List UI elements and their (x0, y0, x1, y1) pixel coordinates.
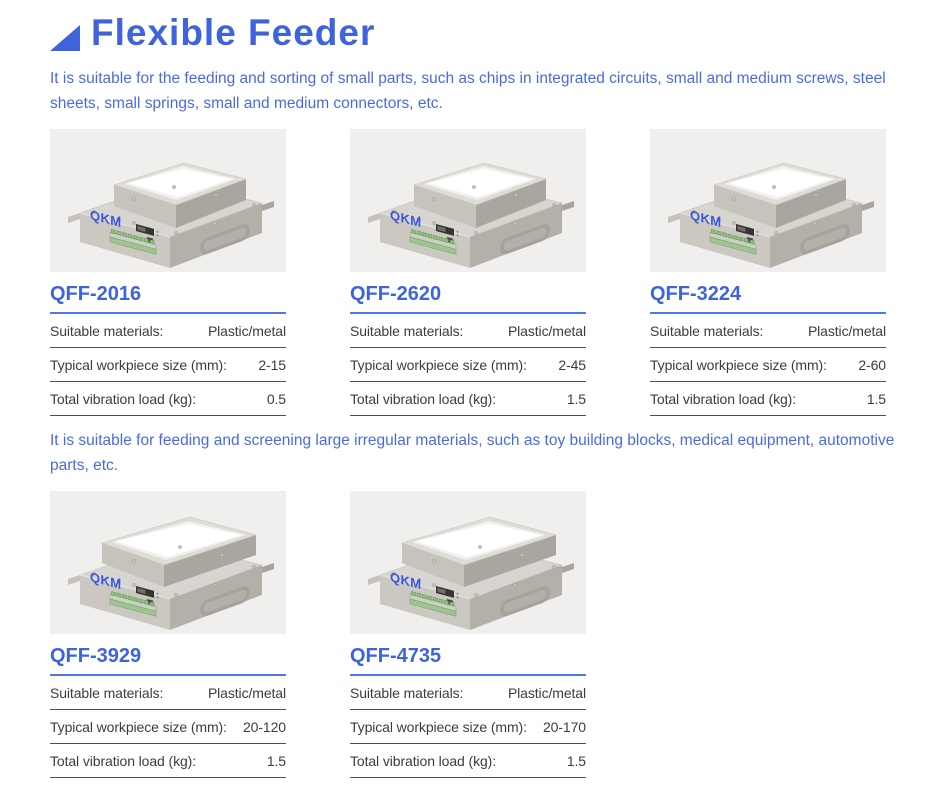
title-divider (50, 312, 286, 314)
spec-row-load: Total vibration load (kg): 0.5 (50, 382, 286, 416)
spec-row-size: Typical workpiece size (mm): 2-45 (350, 348, 586, 382)
spec-row-load: Total vibration load (kg): 1.5 (350, 382, 586, 416)
spec-row-materials: Suitable materials: Plastic/metal (350, 676, 586, 710)
spec-value: Plastic/metal (207, 684, 286, 701)
spec-value: 20-120 (243, 718, 286, 735)
spec-label: Suitable materials: (50, 322, 164, 339)
spec-table: Suitable materials: Plastic/metal Typica… (650, 314, 886, 416)
spec-row-load: Total vibration load (kg): 1.5 (50, 744, 286, 778)
product-image: QKM (350, 491, 586, 634)
spec-label: Suitable materials: (50, 684, 164, 701)
title-divider (350, 312, 586, 314)
spec-label: Typical workpiece size (mm): (350, 356, 527, 373)
spec-label: Total vibration load (kg): (350, 390, 497, 407)
intro-paragraph-large-parts: It is suitable for feeding and screening… (50, 432, 895, 474)
spec-row-size: Typical workpiece size (mm): 2-15 (50, 348, 286, 382)
spec-row-materials: Suitable materials: Plastic/metal (50, 676, 286, 710)
spec-value: 20-170 (543, 718, 586, 735)
product-card: QKM QFF-3224 Suitable materials: Plastic… (650, 129, 886, 416)
spec-label: Typical workpiece size (mm): (350, 718, 527, 735)
spec-row-materials: Suitable materials: Plastic/metal (350, 314, 586, 348)
product-card: QKM QFF-2620 Suitable materials: Plastic… (350, 129, 586, 416)
product-image: QKM (350, 129, 586, 272)
spec-table: Suitable materials: Plastic/metal Typica… (350, 314, 586, 416)
product-card: QKM QFF-2016 Suitable materials: Plastic… (50, 129, 286, 416)
spec-label: Suitable materials: (350, 684, 464, 701)
feeder-machine-illustration: QKM (366, 161, 576, 270)
spec-value: Plastic/metal (507, 684, 586, 701)
spec-value: Plastic/metal (807, 322, 886, 339)
spec-value: 1.5 (566, 390, 586, 407)
product-card: QKM QFF-3929 Suitable materials: Plastic… (50, 491, 286, 778)
product-row-2: QKM QFF-3929 Suitable materials: Plastic… (50, 491, 938, 778)
title-divider (50, 674, 286, 676)
spec-row-load: Total vibration load (kg): 1.5 (650, 382, 886, 416)
product-name: QFF-3929 (50, 645, 142, 667)
product-name: QFF-2620 (350, 283, 442, 305)
spec-value: 0.5 (266, 390, 286, 407)
feeder-machine-illustration: QKM (366, 515, 576, 632)
spec-value: 2-45 (558, 356, 586, 373)
product-name: QFF-2016 (50, 283, 142, 305)
spec-row-materials: Suitable materials: Plastic/metal (50, 314, 286, 348)
spec-row-size: Typical workpiece size (mm): 2-60 (650, 348, 886, 382)
spec-row-size: Typical workpiece size (mm): 20-170 (350, 710, 586, 744)
title-divider (350, 674, 586, 676)
product-name: QFF-3224 (650, 283, 742, 305)
spec-value: 2-15 (258, 356, 286, 373)
intro-paragraph-small-parts: It is suitable for the feeding and sorti… (50, 70, 886, 112)
spec-label: Suitable materials: (350, 322, 464, 339)
section-triangle-icon (50, 25, 80, 51)
feeder-machine-illustration: QKM (66, 161, 276, 270)
spec-label: Total vibration load (kg): (350, 752, 497, 769)
spec-label: Typical workpiece size (mm): (650, 356, 827, 373)
spec-value: Plastic/metal (207, 322, 286, 339)
spec-row-load: Total vibration load (kg): 1.5 (350, 744, 586, 778)
spec-label: Total vibration load (kg): (50, 390, 197, 407)
spec-table: Suitable materials: Plastic/metal Typica… (50, 314, 286, 416)
product-row-1: QKM QFF-2016 Suitable materials: Plastic… (50, 129, 938, 416)
spec-value: Plastic/metal (507, 322, 586, 339)
product-image: QKM (50, 491, 286, 634)
product-name: QFF-4735 (350, 645, 442, 667)
spec-value: 2-60 (858, 356, 886, 373)
spec-table: Suitable materials: Plastic/metal Typica… (350, 676, 586, 778)
spec-value: 1.5 (266, 752, 286, 769)
spec-row-materials: Suitable materials: Plastic/metal (650, 314, 886, 348)
spec-row-size: Typical workpiece size (mm): 20-120 (50, 710, 286, 744)
spec-value: 1.5 (866, 390, 886, 407)
spec-label: Typical workpiece size (mm): (50, 356, 227, 373)
spec-label: Total vibration load (kg): (650, 390, 797, 407)
spec-value: 1.5 (566, 752, 586, 769)
spec-label: Typical workpiece size (mm): (50, 718, 227, 735)
feeder-machine-illustration: QKM (666, 161, 876, 270)
spec-label: Total vibration load (kg): (50, 752, 197, 769)
product-image: QKM (50, 129, 286, 272)
header: Flexible Feeder (50, 8, 938, 58)
title-divider (650, 312, 886, 314)
product-card: QKM QFF-4735 Suitable materials: Plastic… (350, 491, 586, 778)
feeder-machine-illustration: QKM (66, 515, 276, 632)
page-title: Flexible Feeder (91, 12, 376, 53)
product-image: QKM (650, 129, 886, 272)
spec-label: Suitable materials: (650, 322, 764, 339)
spec-table: Suitable materials: Plastic/metal Typica… (50, 676, 286, 778)
